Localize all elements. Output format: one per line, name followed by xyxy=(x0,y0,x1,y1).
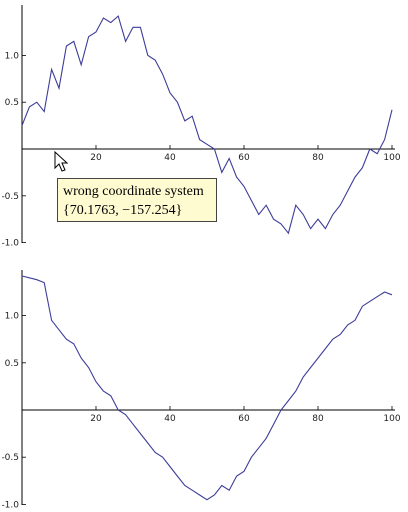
arrow-pointer-icon xyxy=(54,150,69,172)
plot-bottom: 20 40 60 80 100 1.0 0.5 -0.5 -1.0 xyxy=(1,270,401,511)
x-tick-label: 60 xyxy=(238,414,250,424)
y-tick-label: -1.0 xyxy=(1,239,19,249)
y-tick-label: -0.5 xyxy=(1,192,19,202)
x-tick-label: 100 xyxy=(383,153,400,163)
tooltip-message: wrong coordinate system xyxy=(63,184,204,199)
tick-group: 20 40 60 80 100 1.0 0.5 -0.5 -1.0 xyxy=(1,312,400,511)
x-tick-label: 40 xyxy=(164,153,176,163)
series-line xyxy=(21,275,393,501)
tooltip-coordinates: {70.1763, −157.254} xyxy=(63,203,183,218)
y-tick-label: 0.5 xyxy=(5,359,19,369)
x-tick-label: 80 xyxy=(312,414,324,424)
plot-top: 20 40 60 80 100 1.0 0.5 -0.5 -1.0 xyxy=(1,5,401,249)
x-tick-label: 80 xyxy=(312,153,324,163)
y-tick-label: -1.0 xyxy=(1,500,19,510)
x-tick-label: 40 xyxy=(164,414,176,424)
y-tick-label: 1.0 xyxy=(5,51,20,61)
x-tick-label: 20 xyxy=(90,153,102,163)
y-tick-label: 1.0 xyxy=(5,312,20,322)
y-tick-label: -0.5 xyxy=(1,453,19,463)
x-tick-label: 100 xyxy=(383,414,400,424)
y-tick-label: 0.5 xyxy=(5,98,19,108)
coordinate-tooltip: wrong coordinate system {70.1763, −157.2… xyxy=(57,178,217,222)
x-tick-label: 60 xyxy=(238,153,250,163)
tick-group: 20 40 60 80 100 1.0 0.5 -0.5 -1.0 xyxy=(1,51,400,248)
x-tick-label: 20 xyxy=(90,414,102,424)
series-line xyxy=(21,15,393,235)
